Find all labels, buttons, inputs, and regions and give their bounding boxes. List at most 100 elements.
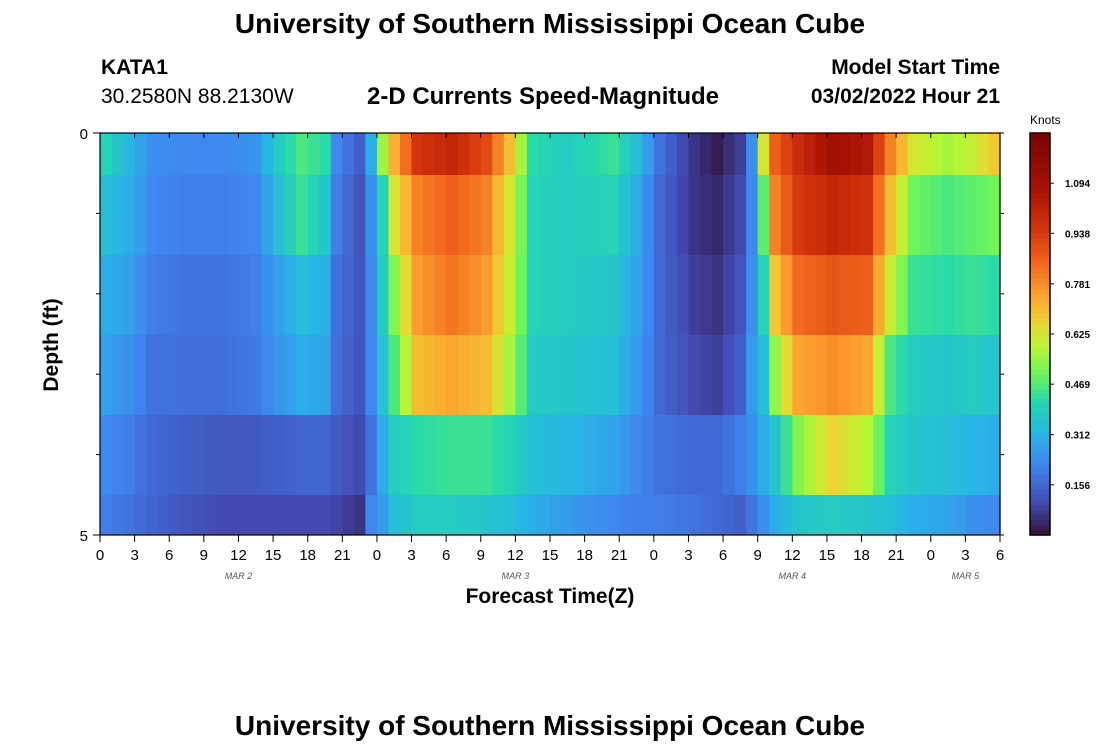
heatmap-cell	[342, 415, 355, 495]
heatmap-cell	[815, 495, 828, 535]
heatmap-cell	[480, 335, 493, 415]
colorbar-segment	[1030, 228, 1050, 235]
heatmap-cell	[157, 335, 170, 415]
heatmap-cell	[411, 415, 424, 495]
heatmap-cell	[953, 133, 966, 175]
heatmap-cell	[111, 133, 124, 175]
heatmap-cell	[215, 415, 228, 495]
colorbar-segment	[1030, 504, 1050, 511]
heatmap-cell	[330, 133, 343, 175]
heatmap-cell	[400, 335, 413, 415]
colorbar-tick-label: 0.469	[1065, 380, 1090, 391]
colorbar-segment	[1030, 153, 1050, 159]
colorbar-tick-label: 0.312	[1065, 431, 1090, 442]
heatmap-cell	[700, 415, 713, 495]
heatmap-cell	[284, 335, 297, 415]
heatmap-cell	[134, 495, 147, 535]
x-tick-label: 0	[650, 547, 658, 564]
heatmap-cell	[826, 175, 840, 255]
heatmap-cell	[803, 495, 816, 535]
heatmap-cell	[469, 255, 482, 335]
heatmap-cell	[365, 335, 378, 415]
heatmap-cell	[284, 415, 297, 495]
heatmap-cell	[423, 415, 436, 495]
heatmap-cell	[423, 335, 436, 415]
heatmap-cell	[826, 133, 840, 175]
heatmap-cell	[123, 495, 136, 535]
heatmap-cell	[319, 175, 332, 255]
model-start-label: Model Start Time	[831, 56, 1000, 79]
heatmap-cell	[942, 415, 955, 495]
heatmap-cell	[584, 175, 597, 255]
heatmap-cell	[653, 415, 666, 495]
heatmap-cell	[400, 175, 413, 255]
heatmap-cell	[884, 133, 897, 175]
x-tick-label: 15	[819, 547, 836, 564]
colorbar-segment	[1030, 173, 1050, 179]
colorbar-segment	[1030, 339, 1050, 345]
heatmap-cell	[296, 495, 309, 535]
colorbar-segment	[1030, 213, 1050, 220]
heatmap-cell	[123, 335, 136, 415]
x-tick-label: 6	[165, 547, 173, 564]
x-tick-label: 9	[754, 547, 762, 564]
heatmap-cell	[457, 255, 470, 335]
heatmap-cell	[353, 133, 366, 175]
heatmap-cell	[619, 175, 632, 255]
heatmap-cell	[250, 415, 263, 495]
heatmap-cell	[884, 175, 897, 255]
heatmap-cell	[653, 175, 666, 255]
heatmap-cell	[803, 335, 816, 415]
heatmap-cell	[203, 175, 216, 255]
heatmap-cell	[273, 175, 286, 255]
heatmap-cell	[896, 133, 909, 175]
heatmap-cell	[376, 133, 390, 175]
heatmap-cell	[953, 415, 966, 495]
heatmap-cell	[307, 335, 320, 415]
heatmap-cell	[734, 495, 747, 535]
heatmap-cell	[273, 133, 286, 175]
heatmap-cell	[953, 495, 966, 535]
heatmap-cell	[388, 335, 401, 415]
heatmap-cell	[907, 255, 920, 335]
heatmap-cell	[850, 335, 863, 415]
heatmap-cell	[434, 133, 447, 175]
heatmap-cell	[538, 495, 551, 535]
heatmap-cell	[203, 335, 216, 415]
model-start-value: 03/02/2022 Hour 21	[810, 85, 1000, 108]
heatmap-cell	[515, 175, 528, 255]
x-tick-label: 3	[684, 547, 692, 564]
heatmap-cell	[803, 175, 816, 255]
heatmap-cell	[573, 335, 586, 415]
heatmap-cell	[215, 175, 228, 255]
heatmap-cell	[296, 415, 309, 495]
colorbar-segment	[1030, 318, 1050, 325]
heatmap-cell	[919, 133, 932, 175]
axes: 0 3 6 9 12 15 18 21 0 3 6 9 12 15 18 21 0 3 6 9 12 15 18 21 0 3 6 M…	[80, 126, 1005, 581]
heatmap-cell	[469, 335, 482, 415]
heatmap-cell	[711, 255, 724, 335]
heatmap-cell	[423, 495, 436, 535]
x-tick-label: 9	[200, 547, 208, 564]
colorbar-segment	[1030, 278, 1050, 285]
heatmap-cell	[596, 495, 609, 535]
heatmap-cell	[988, 415, 1001, 495]
heatmap-cell	[965, 175, 978, 255]
heatmap-cell	[976, 335, 990, 415]
heatmap-cell	[434, 495, 447, 535]
heatmap-cell	[446, 495, 459, 535]
heatmap-cell	[780, 335, 793, 415]
colorbar-segment	[1030, 218, 1050, 225]
heatmap-cell	[653, 495, 666, 535]
heatmap-cell	[550, 495, 563, 535]
colorbar-segment	[1030, 133, 1050, 139]
heatmap-cell	[815, 255, 828, 335]
heatmap-cell	[711, 175, 724, 255]
heatmap-cell	[607, 255, 620, 335]
heatmap-cell	[688, 415, 701, 495]
heatmap-cell	[757, 495, 770, 535]
colorbar-segment	[1030, 283, 1050, 290]
heatmap-cell	[319, 415, 332, 495]
colorbar-segment	[1030, 454, 1050, 461]
heatmap-cell	[111, 175, 124, 255]
